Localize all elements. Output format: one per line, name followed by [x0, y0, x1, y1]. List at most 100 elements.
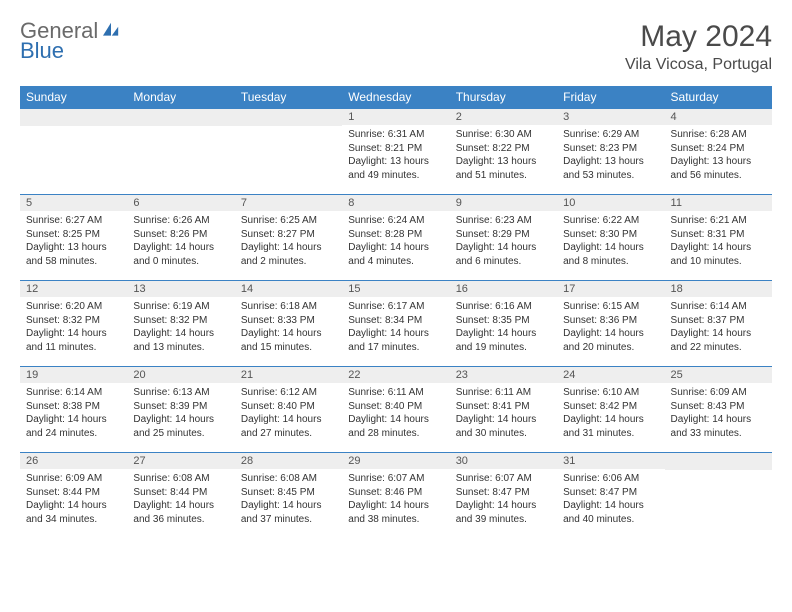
day-line: Daylight: 13 hours	[671, 155, 766, 169]
day-cell: 12Sunrise: 6:20 AMSunset: 8:32 PMDayligh…	[20, 281, 127, 367]
day-cell: 21Sunrise: 6:12 AMSunset: 8:40 PMDayligh…	[235, 367, 342, 453]
brand-part2: Blue	[20, 40, 121, 62]
day-cell	[235, 109, 342, 195]
day-cell: 5Sunrise: 6:27 AMSunset: 8:25 PMDaylight…	[20, 195, 127, 281]
day-line: Sunrise: 6:08 AM	[133, 472, 228, 486]
day-line: Sunrise: 6:11 AM	[348, 386, 443, 400]
day-line: and 8 minutes.	[563, 255, 658, 269]
day-details: Sunrise: 6:16 AMSunset: 8:35 PMDaylight:…	[450, 297, 557, 358]
day-line: Sunset: 8:38 PM	[26, 400, 121, 414]
day-details: Sunrise: 6:13 AMSunset: 8:39 PMDaylight:…	[127, 383, 234, 444]
day-number: 30	[450, 453, 557, 469]
day-line: and 30 minutes.	[456, 427, 551, 441]
day-line: Sunrise: 6:29 AM	[563, 128, 658, 142]
week-row: 12Sunrise: 6:20 AMSunset: 8:32 PMDayligh…	[20, 281, 772, 367]
dow-saturday: Saturday	[665, 86, 772, 109]
day-cell: 30Sunrise: 6:07 AMSunset: 8:47 PMDayligh…	[450, 453, 557, 539]
day-line: Sunset: 8:44 PM	[133, 486, 228, 500]
day-line: Sunrise: 6:21 AM	[671, 214, 766, 228]
day-line: and 37 minutes.	[241, 513, 336, 527]
day-line: and 56 minutes.	[671, 169, 766, 183]
day-line: Sunrise: 6:07 AM	[456, 472, 551, 486]
day-line: Sunrise: 6:13 AM	[133, 386, 228, 400]
day-line: Daylight: 14 hours	[241, 499, 336, 513]
day-cell: 24Sunrise: 6:10 AMSunset: 8:42 PMDayligh…	[557, 367, 664, 453]
day-cell	[20, 109, 127, 195]
day-line: Sunset: 8:35 PM	[456, 314, 551, 328]
location-label: Vila Vicosa, Portugal	[625, 56, 772, 74]
day-line: Sunrise: 6:28 AM	[671, 128, 766, 142]
day-cell: 20Sunrise: 6:13 AMSunset: 8:39 PMDayligh…	[127, 367, 234, 453]
day-line: Daylight: 14 hours	[133, 499, 228, 513]
day-number: 4	[665, 109, 772, 125]
day-details: Sunrise: 6:11 AMSunset: 8:41 PMDaylight:…	[450, 383, 557, 444]
day-number: 13	[127, 281, 234, 297]
day-line: Sunrise: 6:10 AM	[563, 386, 658, 400]
calendar-table: Sunday Monday Tuesday Wednesday Thursday…	[20, 86, 772, 539]
day-number: 20	[127, 367, 234, 383]
day-line: Sunset: 8:40 PM	[348, 400, 443, 414]
day-details: Sunrise: 6:14 AMSunset: 8:37 PMDaylight:…	[665, 297, 772, 358]
day-line: Sunset: 8:36 PM	[563, 314, 658, 328]
day-details: Sunrise: 6:29 AMSunset: 8:23 PMDaylight:…	[557, 125, 664, 186]
day-details: Sunrise: 6:06 AMSunset: 8:47 PMDaylight:…	[557, 469, 664, 530]
day-line: and 39 minutes.	[456, 513, 551, 527]
day-number	[665, 453, 772, 470]
day-cell: 3Sunrise: 6:29 AMSunset: 8:23 PMDaylight…	[557, 109, 664, 195]
calendar-page: GeneralBlue May 2024 Vila Vicosa, Portug…	[0, 0, 792, 549]
day-line: Daylight: 14 hours	[456, 413, 551, 427]
week-row: 5Sunrise: 6:27 AMSunset: 8:25 PMDaylight…	[20, 195, 772, 281]
day-line: and 38 minutes.	[348, 513, 443, 527]
day-line: Sunset: 8:21 PM	[348, 142, 443, 156]
day-line: Sunset: 8:43 PM	[671, 400, 766, 414]
day-line: Sunset: 8:40 PM	[241, 400, 336, 414]
week-row: 1Sunrise: 6:31 AMSunset: 8:21 PMDaylight…	[20, 109, 772, 195]
day-details: Sunrise: 6:09 AMSunset: 8:43 PMDaylight:…	[665, 383, 772, 444]
day-cell: 29Sunrise: 6:07 AMSunset: 8:46 PMDayligh…	[342, 453, 449, 539]
day-line: Sunset: 8:44 PM	[26, 486, 121, 500]
day-details: Sunrise: 6:08 AMSunset: 8:44 PMDaylight:…	[127, 469, 234, 530]
day-line: Daylight: 14 hours	[563, 499, 658, 513]
day-cell: 8Sunrise: 6:24 AMSunset: 8:28 PMDaylight…	[342, 195, 449, 281]
day-number: 18	[665, 281, 772, 297]
day-line: Daylight: 14 hours	[671, 327, 766, 341]
day-cell: 26Sunrise: 6:09 AMSunset: 8:44 PMDayligh…	[20, 453, 127, 539]
day-details: Sunrise: 6:19 AMSunset: 8:32 PMDaylight:…	[127, 297, 234, 358]
day-details: Sunrise: 6:18 AMSunset: 8:33 PMDaylight:…	[235, 297, 342, 358]
day-line: Daylight: 14 hours	[348, 499, 443, 513]
day-line: Sunset: 8:46 PM	[348, 486, 443, 500]
day-details: Sunrise: 6:10 AMSunset: 8:42 PMDaylight:…	[557, 383, 664, 444]
day-line: and 49 minutes.	[348, 169, 443, 183]
day-line: Sunset: 8:41 PM	[456, 400, 551, 414]
day-details	[235, 126, 342, 133]
day-line: Sunset: 8:26 PM	[133, 228, 228, 242]
day-details: Sunrise: 6:25 AMSunset: 8:27 PMDaylight:…	[235, 211, 342, 272]
day-line: and 20 minutes.	[563, 341, 658, 355]
day-number: 9	[450, 195, 557, 211]
day-details: Sunrise: 6:07 AMSunset: 8:47 PMDaylight:…	[450, 469, 557, 530]
day-line: Daylight: 13 hours	[456, 155, 551, 169]
month-title: May 2024	[625, 20, 772, 54]
day-cell: 13Sunrise: 6:19 AMSunset: 8:32 PMDayligh…	[127, 281, 234, 367]
day-cell: 27Sunrise: 6:08 AMSunset: 8:44 PMDayligh…	[127, 453, 234, 539]
day-line: Sunset: 8:25 PM	[26, 228, 121, 242]
day-number: 22	[342, 367, 449, 383]
day-number: 11	[665, 195, 772, 211]
day-line: and 53 minutes.	[563, 169, 658, 183]
day-line: Sunrise: 6:11 AM	[456, 386, 551, 400]
day-line: Sunrise: 6:25 AM	[241, 214, 336, 228]
day-line: and 36 minutes.	[133, 513, 228, 527]
day-line: Sunset: 8:37 PM	[671, 314, 766, 328]
day-line: Sunset: 8:47 PM	[563, 486, 658, 500]
day-line: Daylight: 14 hours	[241, 413, 336, 427]
day-details: Sunrise: 6:21 AMSunset: 8:31 PMDaylight:…	[665, 211, 772, 272]
day-line: Daylight: 14 hours	[348, 327, 443, 341]
dow-thursday: Thursday	[450, 86, 557, 109]
day-number	[20, 109, 127, 126]
day-line: and 33 minutes.	[671, 427, 766, 441]
day-line: and 2 minutes.	[241, 255, 336, 269]
day-line: Daylight: 14 hours	[133, 241, 228, 255]
day-details: Sunrise: 6:28 AMSunset: 8:24 PMDaylight:…	[665, 125, 772, 186]
day-line: Daylight: 14 hours	[348, 241, 443, 255]
day-number: 15	[342, 281, 449, 297]
